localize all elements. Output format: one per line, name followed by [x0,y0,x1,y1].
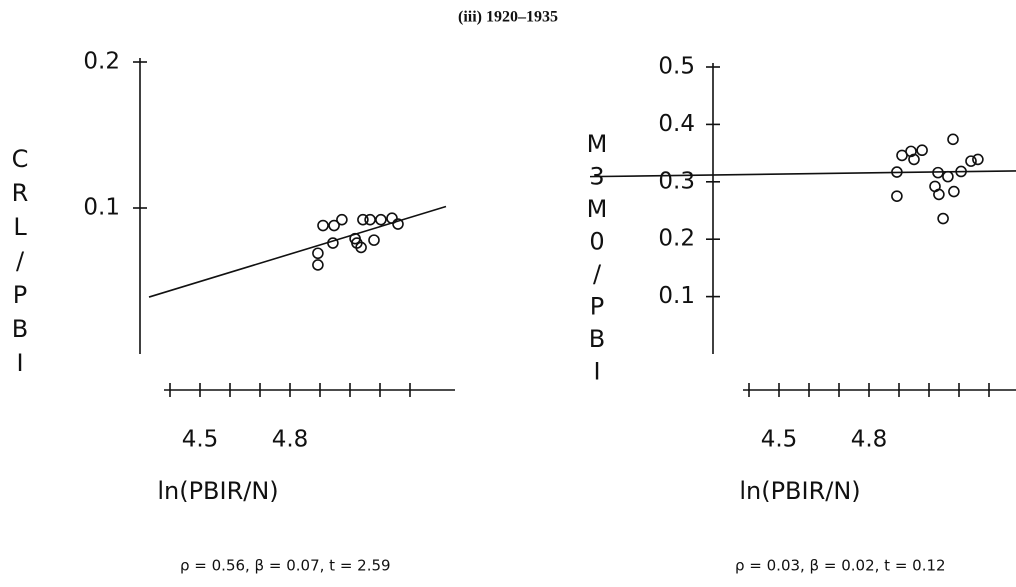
stat-note: ρ = 0.56, β = 0.07, t = 2.59 [180,557,391,575]
point [891,190,903,202]
point [948,185,960,198]
y-tick-label: 0.2 [658,226,695,252]
point [364,213,376,226]
point [908,153,920,166]
y-tick-label: 0.1 [658,283,695,309]
point [972,153,984,166]
point [328,219,340,232]
point [355,241,367,254]
x-tick-label: 4.8 [851,427,888,453]
point [947,133,959,146]
point [327,237,339,249]
point [357,213,369,226]
y-tick-label: 0.5 [658,54,695,80]
point [336,213,348,226]
y-axis-label: C R L / P B I [12,145,29,377]
y-tick-label: 0.2 [83,49,120,75]
stat-note: ρ = 0.03, β = 0.02, t = 0.12 [735,557,946,575]
y-axis-label: M 3 M 0/P B I [587,130,608,386]
point [375,213,387,226]
y-tick-label: 0.3 [658,168,695,194]
point [312,247,324,260]
point [392,218,404,230]
point [965,155,977,167]
point [312,259,324,271]
x-tick-label: 4.5 [182,427,219,453]
point [317,219,329,232]
point [937,212,949,225]
x-tick-label: 4.8 [272,427,309,453]
point [942,170,954,183]
point [933,188,945,201]
x-tick-label: 4.5 [761,427,798,453]
figure-title: (iii) 1920–1935 [458,9,558,26]
x-axis-label: ln(PBIR/N) [157,477,278,505]
point [891,166,903,178]
y-tick-label: 0.1 [83,195,120,221]
point [368,234,380,246]
x-axis-label: ln(PBIR/N) [739,477,860,505]
point [916,144,928,157]
point [955,165,967,178]
point [386,212,398,225]
point [932,166,944,179]
y-tick-label: 0.4 [658,111,695,137]
